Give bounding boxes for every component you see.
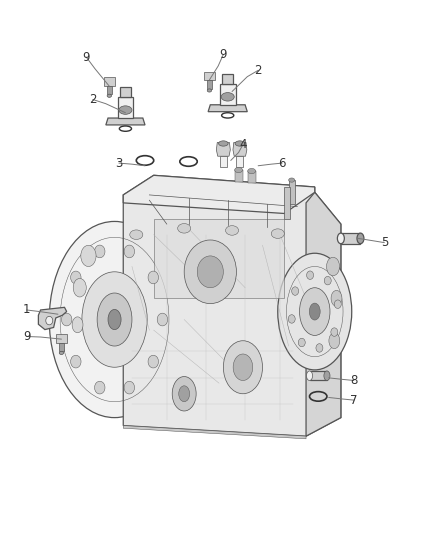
Bar xyxy=(220,84,236,105)
Circle shape xyxy=(324,277,331,285)
Ellipse shape xyxy=(221,93,234,101)
Circle shape xyxy=(334,300,341,309)
Circle shape xyxy=(95,381,105,394)
Ellipse shape xyxy=(72,317,83,333)
Ellipse shape xyxy=(108,310,121,329)
Bar xyxy=(235,170,243,182)
Circle shape xyxy=(288,314,295,323)
Circle shape xyxy=(184,240,237,304)
Ellipse shape xyxy=(278,253,352,370)
Ellipse shape xyxy=(309,303,320,320)
Ellipse shape xyxy=(357,233,364,244)
Text: 2: 2 xyxy=(89,93,96,106)
Text: 7: 7 xyxy=(350,393,358,407)
Bar xyxy=(248,171,255,183)
Ellipse shape xyxy=(289,178,295,182)
Ellipse shape xyxy=(235,141,245,146)
Circle shape xyxy=(316,344,323,352)
Ellipse shape xyxy=(226,225,239,235)
Text: 1: 1 xyxy=(23,303,30,317)
Bar xyxy=(207,80,212,89)
Ellipse shape xyxy=(49,221,180,418)
Polygon shape xyxy=(123,425,306,439)
Bar xyxy=(237,156,244,167)
Ellipse shape xyxy=(107,94,112,98)
Ellipse shape xyxy=(300,288,330,335)
Ellipse shape xyxy=(324,371,330,381)
Polygon shape xyxy=(39,308,67,329)
Ellipse shape xyxy=(81,245,96,266)
Ellipse shape xyxy=(248,168,255,174)
Ellipse shape xyxy=(329,333,340,349)
Polygon shape xyxy=(306,192,341,436)
Ellipse shape xyxy=(59,351,64,354)
Bar xyxy=(120,87,131,97)
Ellipse shape xyxy=(223,341,262,394)
Polygon shape xyxy=(233,142,247,156)
Polygon shape xyxy=(216,142,230,156)
Text: 9: 9 xyxy=(82,51,90,63)
Polygon shape xyxy=(208,105,247,112)
Circle shape xyxy=(298,338,305,347)
Ellipse shape xyxy=(119,106,132,114)
Ellipse shape xyxy=(337,233,344,244)
Circle shape xyxy=(46,317,53,325)
Circle shape xyxy=(307,271,314,279)
Bar xyxy=(107,86,112,94)
Circle shape xyxy=(148,355,159,368)
Circle shape xyxy=(71,355,81,368)
Circle shape xyxy=(331,328,338,336)
Polygon shape xyxy=(123,175,315,214)
Ellipse shape xyxy=(73,278,86,297)
Text: 5: 5 xyxy=(381,236,388,249)
Ellipse shape xyxy=(172,376,196,411)
Bar xyxy=(154,219,284,298)
Circle shape xyxy=(71,271,81,284)
Bar xyxy=(220,156,227,167)
Bar xyxy=(341,233,360,244)
Circle shape xyxy=(61,313,72,326)
Ellipse shape xyxy=(82,272,147,367)
Bar xyxy=(56,334,67,343)
Polygon shape xyxy=(106,118,145,125)
Ellipse shape xyxy=(331,290,342,306)
Ellipse shape xyxy=(179,386,190,402)
Bar xyxy=(289,180,295,204)
Polygon shape xyxy=(123,175,341,436)
Text: 9: 9 xyxy=(219,48,227,61)
Text: 2: 2 xyxy=(254,64,262,77)
Circle shape xyxy=(148,271,159,284)
Ellipse shape xyxy=(235,167,243,173)
Circle shape xyxy=(292,287,299,295)
Text: 9: 9 xyxy=(23,330,30,343)
Ellipse shape xyxy=(326,257,339,276)
Circle shape xyxy=(124,245,134,258)
Bar xyxy=(204,72,215,80)
Text: 6: 6 xyxy=(279,157,286,169)
Text: 4: 4 xyxy=(239,138,247,151)
Circle shape xyxy=(197,256,223,288)
Bar xyxy=(104,77,115,86)
Ellipse shape xyxy=(97,293,132,346)
Text: 3: 3 xyxy=(115,157,123,169)
Circle shape xyxy=(95,245,105,258)
Ellipse shape xyxy=(178,223,191,233)
Bar xyxy=(59,343,64,351)
Ellipse shape xyxy=(130,230,143,239)
Circle shape xyxy=(124,381,134,394)
Ellipse shape xyxy=(219,141,228,146)
Bar xyxy=(117,97,133,118)
Ellipse shape xyxy=(233,354,253,381)
Ellipse shape xyxy=(307,371,313,381)
Circle shape xyxy=(157,313,168,326)
Bar xyxy=(284,187,290,219)
Ellipse shape xyxy=(271,229,284,238)
Ellipse shape xyxy=(207,89,212,92)
Bar xyxy=(310,371,327,381)
Text: 8: 8 xyxy=(350,374,357,387)
Bar xyxy=(223,74,233,84)
